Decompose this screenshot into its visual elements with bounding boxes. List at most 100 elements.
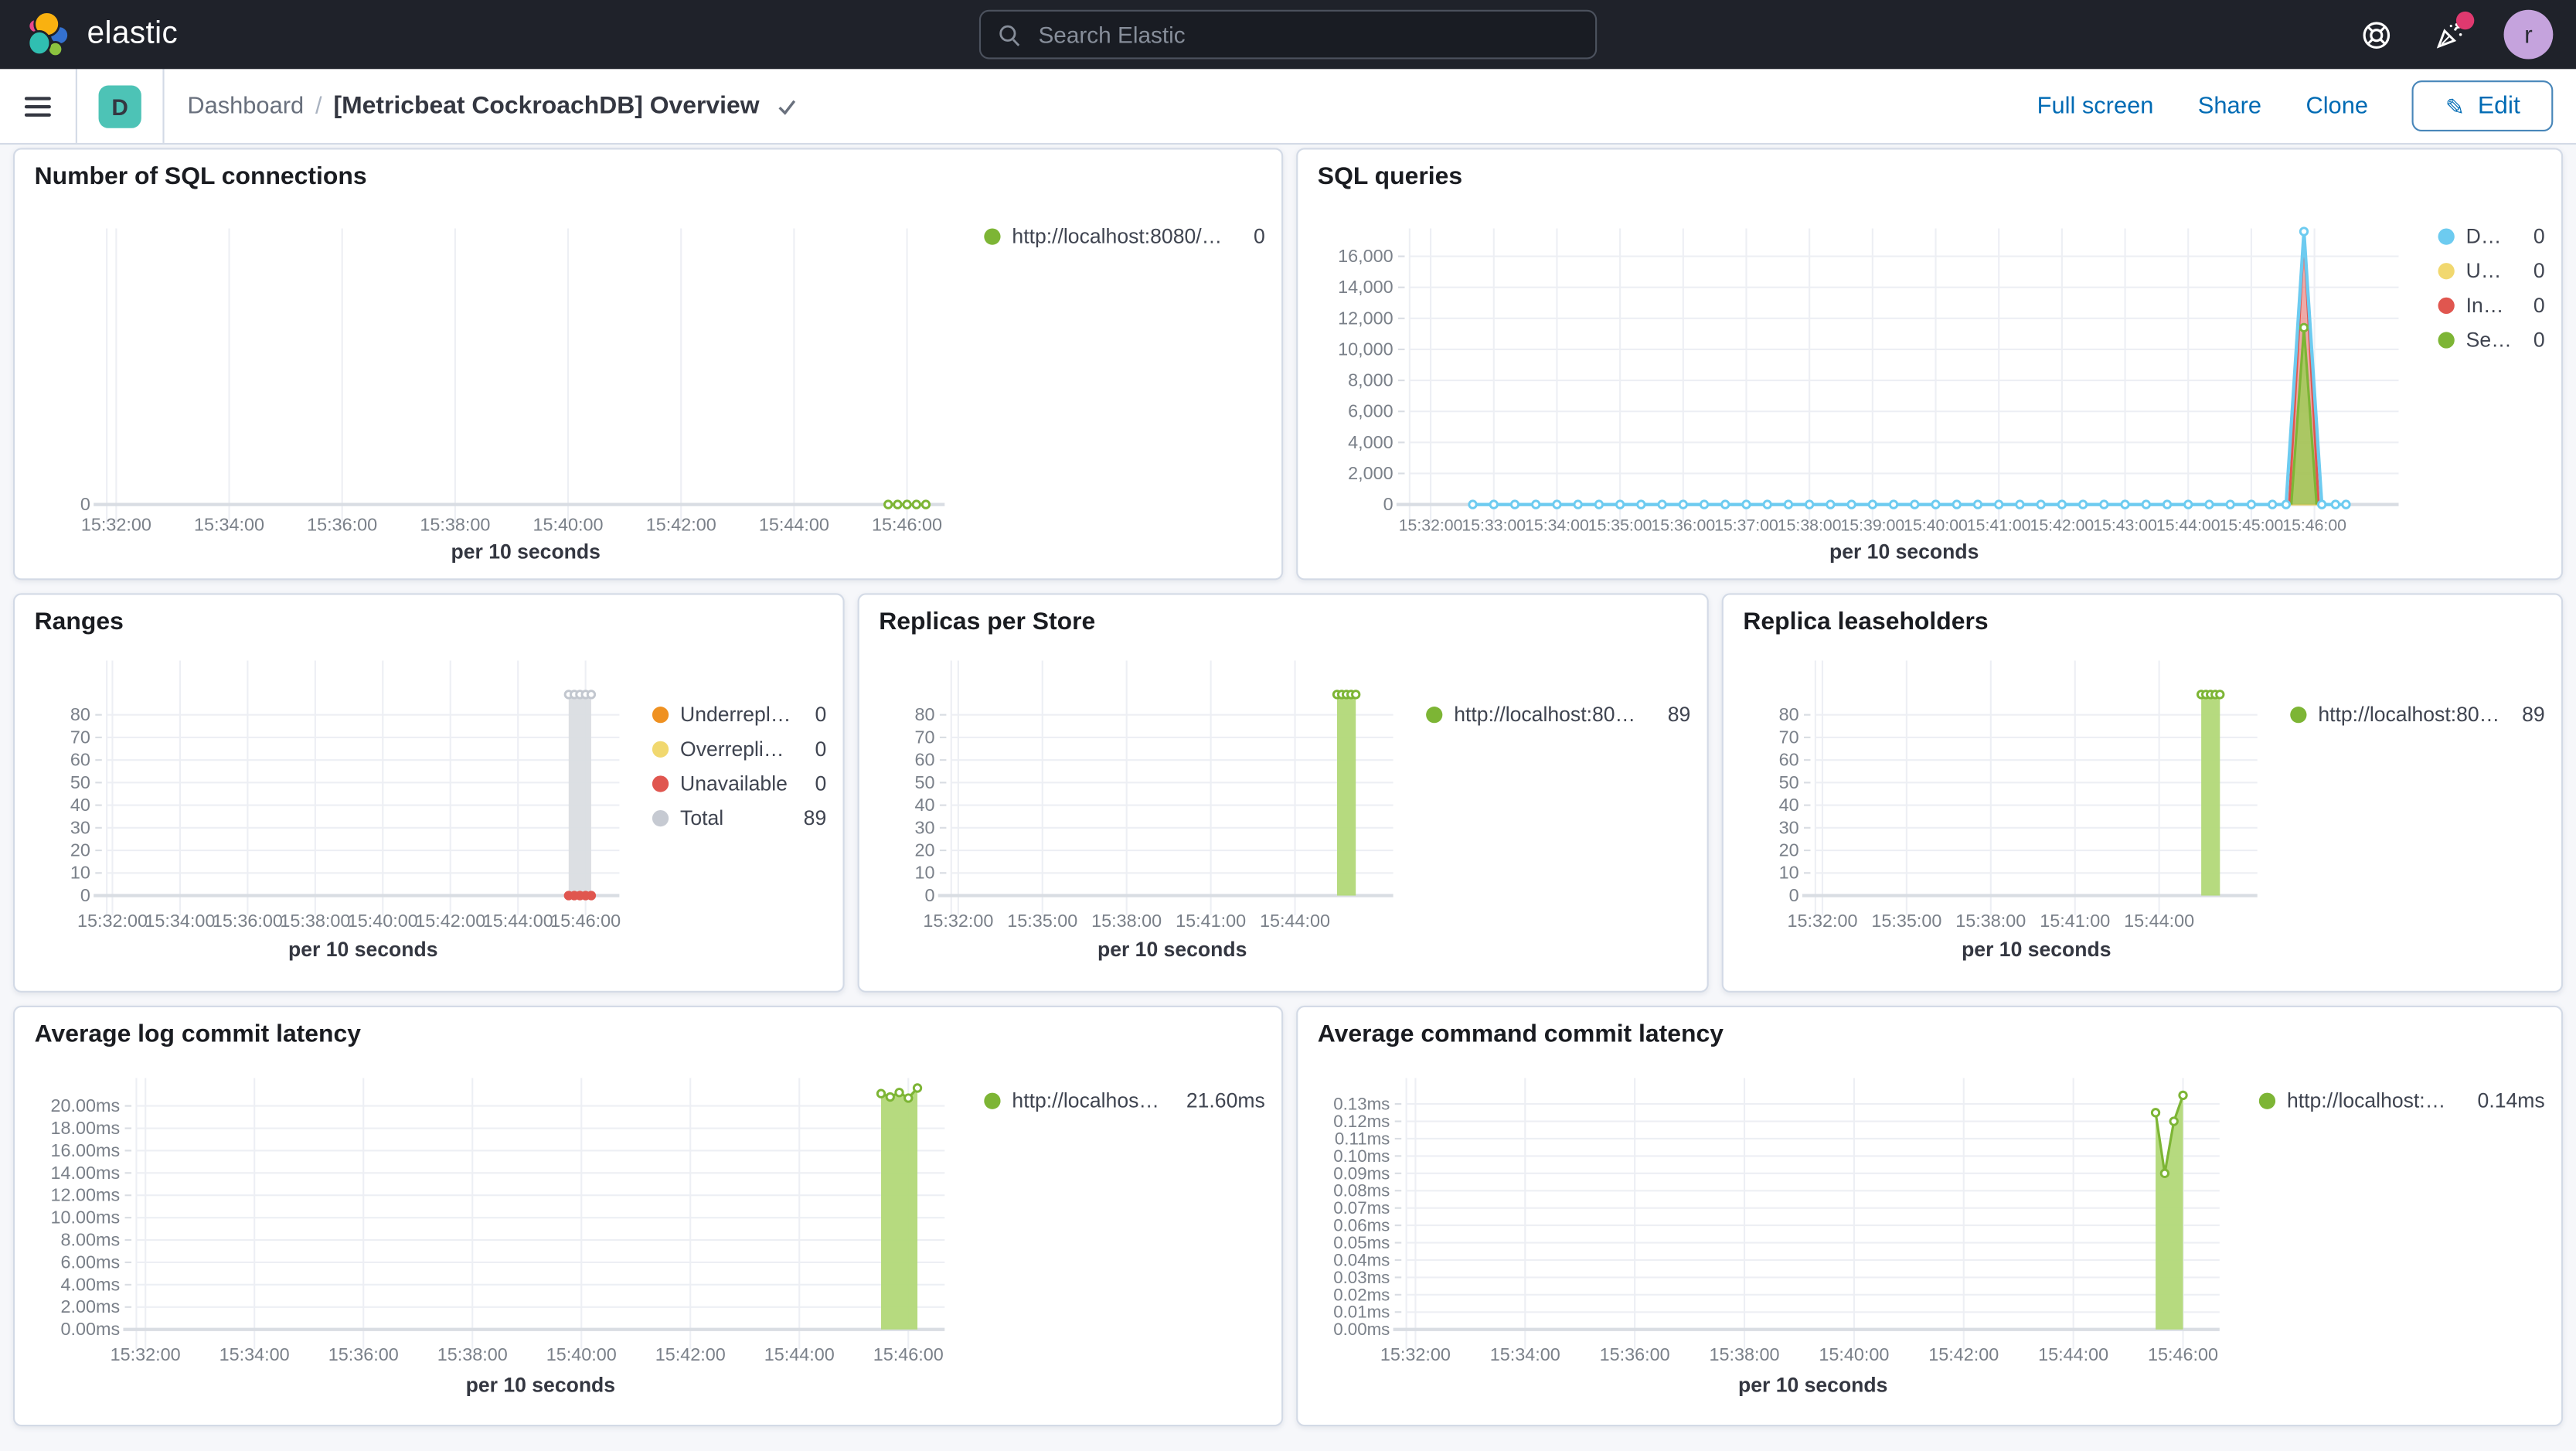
legend-item[interactable]: http://localhost:8080/_sta... 89 bbox=[2290, 703, 2545, 727]
clone-button[interactable]: Clone bbox=[2305, 93, 2368, 120]
svg-text:0.13ms: 0.13ms bbox=[1333, 1095, 1390, 1114]
legend-label: Selects bbox=[2465, 329, 2513, 352]
help-button[interactable] bbox=[2360, 18, 2393, 51]
share-button[interactable]: Share bbox=[2197, 93, 2262, 120]
breadcrumb-dashboard-link[interactable]: Dashboard bbox=[187, 93, 305, 120]
legend-value: 89 bbox=[803, 806, 827, 830]
svg-text:0.00ms: 0.00ms bbox=[61, 1319, 121, 1339]
svg-text:15:38:00: 15:38:00 bbox=[1710, 1344, 1780, 1364]
edit-button[interactable]: ✎ Edit bbox=[2412, 80, 2554, 132]
svg-text:14,000: 14,000 bbox=[1338, 277, 1393, 297]
legend-item[interactable]: http://localhost:8080... 0.14ms bbox=[2258, 1089, 2545, 1113]
chart-avg-command-commit-latency[interactable]: 0.00ms 0.01ms 0.02ms 0.03ms 0.04ms 0.05ms 0.06… bbox=[1315, 1054, 2243, 1422]
chart-sql-queries[interactable]: 0 2,000 4,000 6,000 8,000 10,000 12,000 14,000 1… bbox=[1315, 196, 2422, 574]
panel-title: Ranges bbox=[34, 608, 124, 636]
svg-text:60: 60 bbox=[915, 750, 935, 770]
legend-label: http://localhost:8080... bbox=[2286, 1089, 2456, 1113]
svg-text:80: 80 bbox=[70, 704, 90, 724]
legend-dot-icon bbox=[2290, 707, 2307, 724]
legend-item[interactable]: Selects 0 bbox=[2438, 329, 2545, 352]
global-search-box[interactable] bbox=[978, 9, 1598, 60]
svg-text:0.04ms: 0.04ms bbox=[1333, 1250, 1390, 1269]
panel-ranges: Ranges 0 10 20 30 40 50 60 70 80 15:32:00 15:34:00… bbox=[13, 593, 845, 993]
legend: http://localhost:8080/_sta... 89 bbox=[1410, 641, 1690, 737]
svg-text:15:44:00: 15:44:00 bbox=[2038, 1344, 2108, 1364]
chart-replica-leaseholders[interactable]: 0 10 20 30 40 50 60 70 80 15:32:00 15:35:00 15:38:0… bbox=[1740, 641, 2274, 986]
legend-item[interactable]: Deletes 0 bbox=[2438, 225, 2545, 248]
svg-text:15:40:00: 15:40:00 bbox=[533, 515, 604, 535]
panel-title: Average command commit latency bbox=[1317, 1020, 1724, 1049]
legend: http://localhost:8080/_sta... 89 bbox=[2274, 641, 2545, 737]
user-avatar[interactable]: r bbox=[2503, 9, 2554, 60]
svg-text:15:42:00: 15:42:00 bbox=[646, 515, 716, 535]
svg-text:15:36:00: 15:36:00 bbox=[1651, 516, 1715, 535]
legend-item[interactable]: Unavailable 0 bbox=[652, 772, 826, 795]
svg-text:0.02ms: 0.02ms bbox=[1333, 1285, 1390, 1304]
svg-text:70: 70 bbox=[915, 727, 935, 747]
svg-text:70: 70 bbox=[1779, 727, 1799, 747]
legend-label: http://localhost:808... bbox=[1012, 1089, 1165, 1113]
dashboard-grid: Number of SQL connections 0 15:32:00 15:34… bbox=[0, 145, 2576, 1451]
legend: http://localhost:8080/_stat... 0 bbox=[968, 196, 1265, 260]
svg-text:15:38:00: 15:38:00 bbox=[1778, 516, 1842, 535]
svg-text:10: 10 bbox=[70, 863, 90, 883]
legend-dot-icon bbox=[652, 707, 669, 724]
svg-text:6.00ms: 6.00ms bbox=[61, 1252, 121, 1272]
panel-title: SQL queries bbox=[1317, 162, 1463, 191]
checkmark-icon[interactable] bbox=[776, 94, 799, 118]
chart-avg-log-commit-latency[interactable]: 0.00ms 2.00ms 4.00ms 6.00ms 8.00ms 10.00ms 12.… bbox=[31, 1054, 968, 1422]
svg-text:20.00ms: 20.00ms bbox=[51, 1095, 121, 1115]
legend-value: 89 bbox=[2522, 703, 2545, 727]
svg-text:16,000: 16,000 bbox=[1338, 246, 1393, 266]
panel-replicas-per-store: Replicas per Store 0 10 20 30 40 50 60 70 80 15:3… bbox=[857, 593, 1709, 993]
menu-button[interactable] bbox=[0, 69, 76, 143]
svg-text:10: 10 bbox=[915, 863, 935, 883]
svg-text:50: 50 bbox=[70, 772, 90, 792]
legend-item[interactable]: http://localhost:808... 21.60ms bbox=[984, 1089, 1265, 1113]
svg-text:0.05ms: 0.05ms bbox=[1333, 1233, 1390, 1252]
svg-text:60: 60 bbox=[1779, 750, 1799, 770]
svg-text:15:32:00: 15:32:00 bbox=[923, 911, 993, 931]
chart-replicas-per-store[interactable]: 0 10 20 30 40 50 60 70 80 15:32:00 15:35:00 15:38:0… bbox=[876, 641, 1410, 986]
svg-text:30: 30 bbox=[915, 817, 935, 837]
legend-label: http://localhost:8080/_stat... bbox=[1012, 225, 1232, 248]
legend-item[interactable]: Inserts 0 bbox=[2438, 295, 2545, 317]
svg-text:15:46:00: 15:46:00 bbox=[872, 515, 942, 535]
svg-text:0.07ms: 0.07ms bbox=[1333, 1198, 1390, 1218]
legend-value: 0 bbox=[1254, 225, 1265, 248]
life-buoy-icon bbox=[2360, 19, 2391, 49]
svg-text:40: 40 bbox=[1779, 795, 1799, 815]
legend-item[interactable]: Updates 0 bbox=[2438, 260, 2545, 283]
legend-dot-icon bbox=[2438, 263, 2455, 280]
svg-text:15:42:00: 15:42:00 bbox=[2030, 516, 2094, 535]
elastic-logo-group[interactable]: elastic bbox=[23, 10, 178, 60]
legend-item[interactable]: Overreplicated 0 bbox=[652, 737, 826, 761]
search-input[interactable] bbox=[1035, 19, 1579, 49]
breadcrumb-separator: / bbox=[315, 93, 322, 120]
svg-text:0: 0 bbox=[925, 885, 935, 905]
panel-number-of-sql-connections: Number of SQL connections 0 15:32:00 15:34… bbox=[13, 148, 1284, 581]
legend: http://localhost:8080... 0.14ms bbox=[2243, 1054, 2545, 1124]
chart-ranges[interactable]: 0 10 20 30 40 50 60 70 80 15:32:00 15:34:00 15:36:0… bbox=[31, 641, 635, 986]
svg-text:15:38:00: 15:38:00 bbox=[420, 515, 490, 535]
divider bbox=[75, 69, 77, 143]
svg-text:15:40:00: 15:40:00 bbox=[1904, 516, 1968, 535]
chart-sql-connections[interactable]: 0 15:32:00 15:34:00 15:36:00 15:38:00 15:40:0… bbox=[31, 196, 968, 574]
legend-item[interactable]: Underreplicated 0 bbox=[652, 703, 826, 727]
svg-text:0.08ms: 0.08ms bbox=[1333, 1181, 1390, 1201]
svg-text:per 10 seconds: per 10 seconds bbox=[288, 938, 437, 961]
news-feed-button[interactable] bbox=[2431, 11, 2475, 51]
svg-text:15:44:00: 15:44:00 bbox=[1260, 911, 1330, 931]
legend-dot-icon bbox=[2438, 332, 2455, 349]
svg-text:15:44:00: 15:44:00 bbox=[764, 1344, 835, 1364]
svg-text:15:41:00: 15:41:00 bbox=[2040, 911, 2110, 931]
svg-text:15:41:00: 15:41:00 bbox=[1176, 911, 1246, 931]
svg-text:80: 80 bbox=[1779, 704, 1799, 724]
legend: Deletes 0 Updates 0 Inserts 0 Selects 0 bbox=[2421, 196, 2545, 363]
svg-text:15:34:00: 15:34:00 bbox=[219, 1344, 290, 1364]
legend-label: Unavailable bbox=[680, 772, 788, 795]
legend-item[interactable]: Total 89 bbox=[652, 806, 827, 830]
legend-item[interactable]: http://localhost:8080/_sta... 89 bbox=[1426, 703, 1690, 727]
legend-item[interactable]: http://localhost:8080/_stat... 0 bbox=[984, 225, 1265, 248]
full-screen-button[interactable]: Full screen bbox=[2037, 93, 2154, 120]
